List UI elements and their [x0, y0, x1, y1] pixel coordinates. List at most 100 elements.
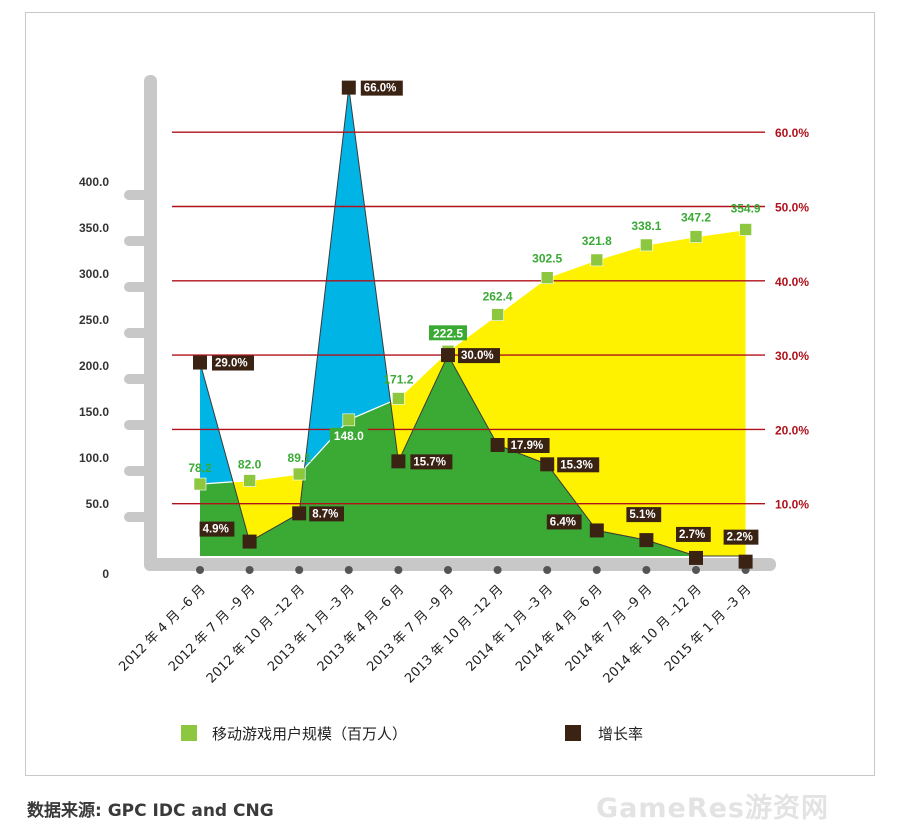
- growth-label-bg: [458, 348, 500, 364]
- users-data-label: 262.4: [483, 290, 513, 304]
- left-tick-label: 50.0: [86, 497, 110, 511]
- x-tick-label: 2013 年 1 月 –3 月: [265, 582, 357, 674]
- left-tick-label: 200.0: [79, 359, 109, 373]
- growth-label-bg: [557, 457, 600, 473]
- y-axis-tick-mark: [124, 420, 152, 430]
- growth-label-bg: [546, 514, 582, 530]
- users-marker: [392, 392, 405, 405]
- growth-label-bg: [360, 80, 403, 96]
- users-data-label: 82.0: [238, 458, 262, 472]
- users-marker: [491, 308, 504, 321]
- users-data-label: 354.9: [731, 201, 761, 215]
- growth-marker: [292, 506, 307, 521]
- users-marker: [243, 474, 256, 487]
- growth-marker: [540, 457, 555, 472]
- growth-marker: [193, 355, 207, 370]
- users-label-bg: [329, 427, 368, 443]
- x-tick-label: 2014 年 7 月 –9 月: [563, 582, 655, 674]
- x-axis-dot: [394, 566, 403, 574]
- y-axis-bar: [144, 75, 157, 570]
- growth-marker: [738, 554, 753, 569]
- users-data-label: 222.5: [433, 326, 463, 340]
- users-line: [199, 228, 746, 485]
- x-axis-dot: [344, 566, 353, 574]
- right-tick-label: 40.0%: [775, 275, 809, 289]
- left-tick-label: 0: [102, 567, 109, 581]
- x-axis-dot: [295, 566, 304, 574]
- y-axis-tick-mark: [124, 328, 152, 338]
- users-data-label: 338.1: [631, 219, 661, 233]
- growth-data-label: 8.7%: [312, 508, 338, 520]
- left-tick-label: 400.0: [79, 175, 109, 189]
- growth-label-bg: [723, 529, 759, 545]
- users-data-label: 321.8: [582, 234, 612, 248]
- growth-data-label: 4.9%: [203, 524, 229, 536]
- legend-swatch-users: [181, 725, 197, 741]
- left-tick-label: 300.0: [79, 267, 109, 281]
- x-axis-dot: [245, 566, 254, 574]
- growth-data-label: 29.0%: [215, 358, 248, 370]
- legend-swatch-growth: [565, 725, 581, 741]
- users-marker: [640, 238, 653, 252]
- users-marker: [540, 271, 554, 285]
- y-axis-tick-mark: [124, 466, 152, 476]
- watermark: GameRes游资网: [596, 793, 830, 824]
- x-axis-dot: [493, 566, 502, 574]
- right-tick-label: 20.0%: [775, 423, 809, 437]
- x-axis-dot: [642, 566, 651, 574]
- x-tick-label: 2012 年 10 月 –12 月: [204, 582, 308, 686]
- growth-marker: [242, 534, 257, 549]
- x-axis-dot: [196, 566, 204, 574]
- y-axis-tick-mark: [124, 190, 152, 200]
- growth-data-label: 66.0%: [364, 83, 397, 95]
- users-marker: [342, 413, 356, 427]
- x-tick-label: 2013 年 4 月 –6 月: [315, 582, 407, 674]
- growth-marker: [689, 550, 703, 565]
- users-label-bg: [429, 325, 467, 341]
- growth-data-label: 15.3%: [560, 459, 593, 471]
- right-tick-label: 30.0%: [775, 349, 809, 363]
- source-note: 数据来源: GPC IDC and CNG: [27, 801, 274, 821]
- x-axis-dot: [543, 566, 552, 574]
- users-marker: [739, 223, 752, 236]
- y-axis-tick-mark: [124, 236, 152, 246]
- users-data-label: 347.2: [681, 211, 711, 225]
- growth-label-bg: [199, 521, 235, 537]
- left-tick-label: 350.0: [79, 221, 109, 235]
- legend-label-growth: 增长率: [598, 725, 643, 743]
- x-tick-label: 2014 年 1 月 –3 月: [464, 582, 556, 674]
- growth-marker: [341, 80, 356, 95]
- x-axis-dot: [692, 566, 700, 574]
- users-data-label: 78.2: [188, 461, 212, 475]
- x-tick-label: 2015 年 1 月 –3 月: [662, 582, 754, 674]
- x-tick-label: 2013 年 7 月 –9 月: [364, 582, 456, 674]
- left-tick-label: 150.0: [79, 405, 109, 419]
- users-marker: [590, 253, 604, 267]
- x-axis-bar: [144, 558, 776, 571]
- x-axis-dot: [444, 566, 452, 574]
- legend-label-users: 移动游戏用户规模（百万人）: [212, 725, 407, 743]
- users-data-label: 171.2: [383, 372, 413, 386]
- growth-data-label: 5.1%: [629, 509, 655, 521]
- x-tick-label: 2014 年 10 月 –12 月: [601, 582, 705, 686]
- growth-label-bg: [626, 507, 662, 523]
- x-tick-label: 2012 年 7 月 –9 月: [166, 582, 258, 674]
- growth-marker: [441, 348, 455, 363]
- y-axis-tick-mark: [124, 512, 152, 522]
- growth-marker: [589, 523, 604, 538]
- right-tick-label: 10.0%: [775, 498, 809, 512]
- growth-label-bg: [507, 438, 550, 454]
- x-tick-label: 2012 年 4 月 –6 月: [116, 582, 208, 674]
- growth-line: [199, 87, 746, 557]
- y-axis-tick-mark: [124, 374, 152, 384]
- growth-data-label: 6.4%: [550, 516, 576, 528]
- left-tick-label: 100.0: [79, 451, 109, 465]
- growth-data-label: 15.7%: [413, 456, 446, 468]
- y-axis-tick-mark: [124, 282, 152, 292]
- users-data-label: 89.1: [288, 451, 312, 465]
- growth-label-bg: [309, 506, 344, 522]
- x-axis-dot: [592, 566, 601, 574]
- growth-label-bg: [410, 454, 453, 470]
- x-tick-label: 2014 年 4 月 –6 月: [513, 582, 605, 674]
